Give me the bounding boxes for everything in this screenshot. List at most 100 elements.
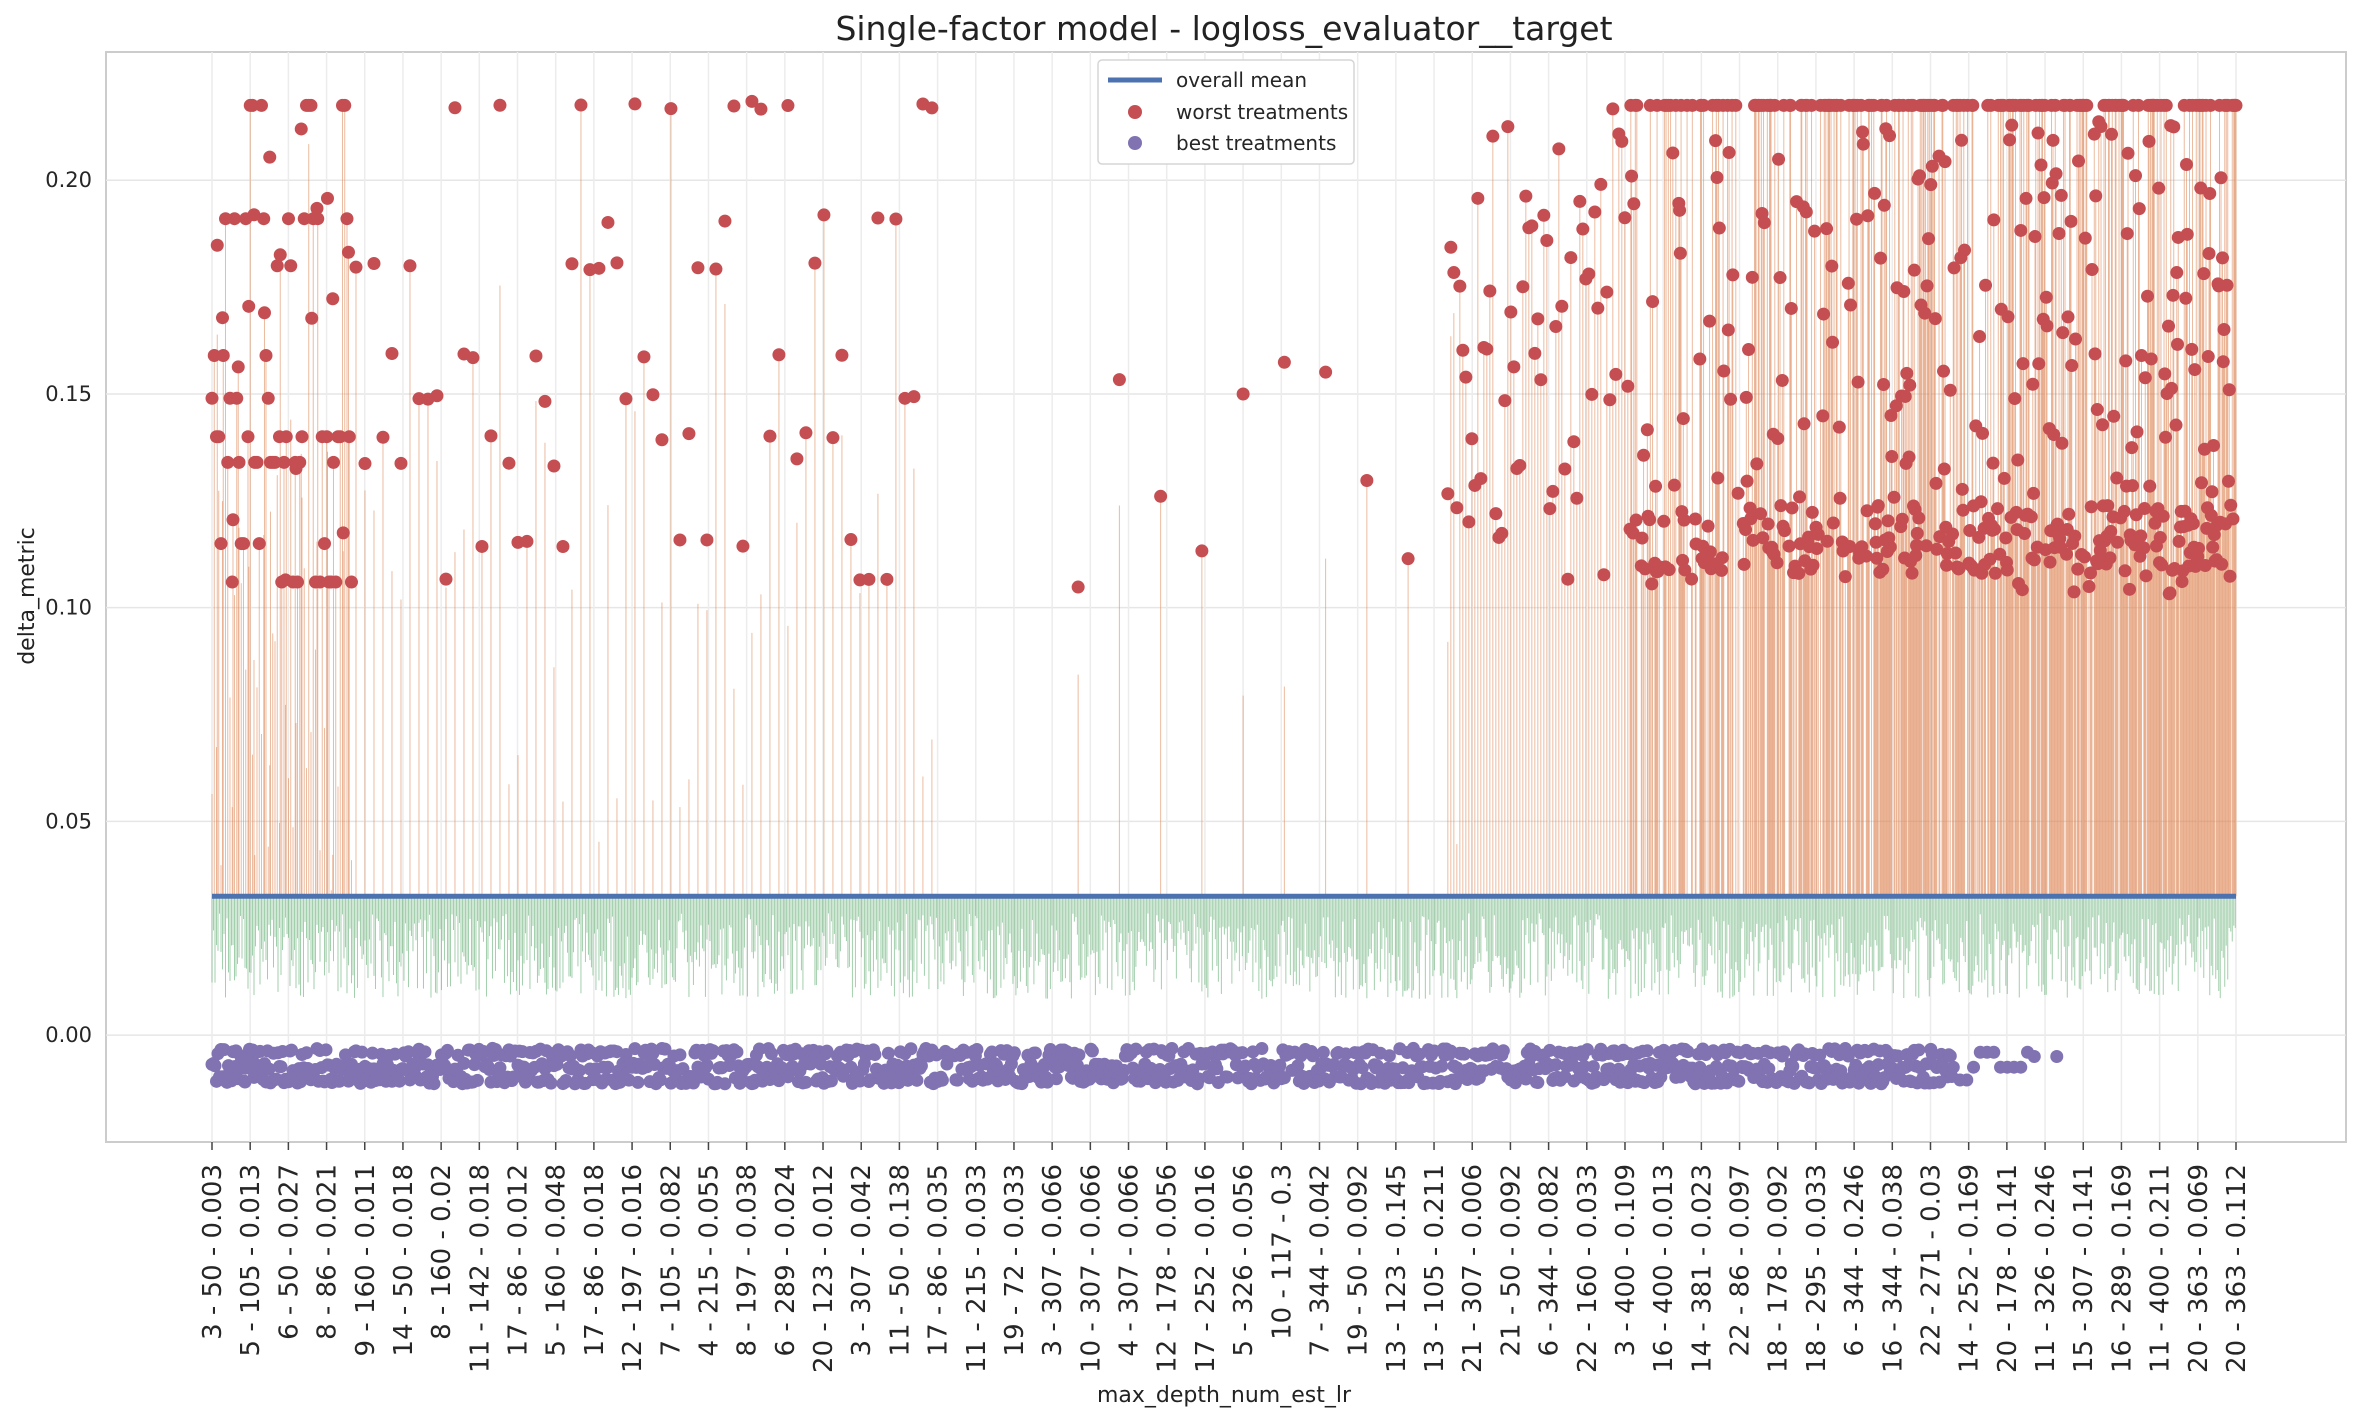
worst-point — [1112, 373, 1126, 387]
x-tick-label: 8 - 160 - 0.02 — [427, 1164, 457, 1340]
worst-point — [2198, 559, 2212, 573]
worst-point — [1555, 299, 1569, 313]
y-tick-label: 0.05 — [45, 809, 92, 833]
x-tick-label: 20 - 178 - 0.141 — [1993, 1164, 2023, 1373]
worst-point — [1966, 98, 1980, 112]
worst-point — [2015, 583, 2029, 597]
worst-point — [1889, 399, 1903, 413]
worst-point — [2206, 540, 2220, 554]
worst-point — [1715, 551, 1729, 565]
x-tick-label: 21 - 307 - 0.006 — [1458, 1164, 1488, 1373]
worst-point — [1973, 330, 1987, 344]
worst-point — [1501, 120, 1515, 134]
worst-point — [1643, 513, 1657, 527]
worst-point — [2064, 214, 2078, 228]
worst-point — [2037, 191, 2051, 205]
worst-point — [2159, 98, 2173, 112]
worst-point — [1360, 474, 1374, 488]
worst-point — [601, 215, 615, 229]
worst-point — [205, 391, 219, 405]
worst-point — [2072, 154, 2086, 168]
worst-point — [1401, 552, 1415, 566]
worst-point — [1625, 169, 1639, 183]
best-point — [868, 1048, 882, 1062]
worst-point — [1802, 530, 1816, 544]
worst-point — [2216, 355, 2230, 369]
best-point — [274, 1060, 288, 1074]
worst-point — [2215, 557, 2229, 571]
worst-point — [1885, 449, 1899, 463]
worst-point — [1895, 512, 1909, 526]
worst-point — [2062, 507, 2076, 521]
worst-point — [297, 212, 311, 226]
worst-point — [2125, 441, 2139, 455]
worst-point — [2175, 575, 2189, 589]
worst-point — [1561, 572, 1575, 586]
worst-point — [367, 257, 381, 271]
worst-point — [502, 456, 516, 470]
best-point — [1960, 1073, 1974, 1087]
worst-point — [1806, 558, 1820, 572]
worst-point — [2171, 337, 2185, 351]
worst-point — [1531, 312, 1545, 326]
worst-point — [1799, 205, 1813, 219]
best-point — [482, 1062, 496, 1076]
worst-point — [1450, 501, 1464, 515]
worst-point — [2016, 357, 2030, 371]
best-point — [1273, 1058, 1287, 1072]
best-point — [1549, 1058, 1563, 1072]
worst-point — [1940, 558, 1954, 572]
worst-point — [1784, 301, 1798, 315]
best-point — [355, 1045, 369, 1059]
worst-point — [1785, 501, 1799, 515]
worst-point — [349, 260, 363, 274]
legend-box — [1097, 59, 1355, 165]
best-point — [1457, 1047, 1471, 1061]
worst-point — [2144, 352, 2158, 366]
x-tick-label: 12 - 197 - 0.016 — [618, 1164, 648, 1373]
worst-point — [2031, 126, 2045, 140]
worst-point — [1662, 563, 1676, 577]
worst-point — [1677, 513, 1691, 527]
worst-point — [1820, 534, 1834, 548]
worst-point — [1630, 98, 1644, 112]
best-point — [700, 1058, 714, 1072]
worst-point — [230, 391, 244, 405]
legend-overall-mean-label: overall mean — [1176, 68, 1307, 92]
worst-point — [1816, 409, 1830, 423]
best-point — [418, 1045, 432, 1059]
worst-point — [1774, 499, 1788, 513]
legend: overall mean worst treatments best treat… — [1097, 59, 1355, 165]
worst-point — [263, 150, 277, 164]
worst-point — [304, 98, 318, 112]
worst-point — [871, 211, 885, 225]
worst-point — [221, 455, 235, 469]
worst-point — [1859, 549, 1873, 563]
worst-point — [1742, 343, 1756, 357]
worst-point — [1498, 394, 1512, 408]
worst-point — [565, 257, 579, 271]
worst-point — [529, 349, 543, 363]
worst-point — [2096, 418, 2110, 432]
worst-point — [340, 212, 354, 226]
x-tick-label: 7 - 105 - 0.082 — [656, 1164, 686, 1356]
worst-point — [1773, 271, 1787, 285]
worst-point — [1943, 383, 1957, 397]
worst-point — [2067, 585, 2081, 599]
worst-point — [2179, 291, 2193, 305]
worst-point — [1826, 335, 1840, 349]
worst-point — [2047, 428, 2061, 442]
chart-title: Single-factor model - logloss_evaluator_… — [835, 9, 1612, 48]
worst-point — [317, 537, 331, 551]
worst-point — [466, 351, 480, 365]
worst-point — [268, 455, 282, 469]
worst-point — [1480, 342, 1494, 356]
x-tick-label: 4 - 215 - 0.055 — [694, 1164, 724, 1356]
x-tick-label: 14 - 252 - 0.169 — [1955, 1164, 1985, 1373]
worst-point — [2069, 332, 2083, 346]
worst-point — [2068, 529, 2082, 543]
worst-point — [1750, 457, 1764, 471]
worst-point — [691, 261, 705, 275]
worst-point — [2019, 191, 2033, 205]
best-point — [820, 1044, 834, 1058]
